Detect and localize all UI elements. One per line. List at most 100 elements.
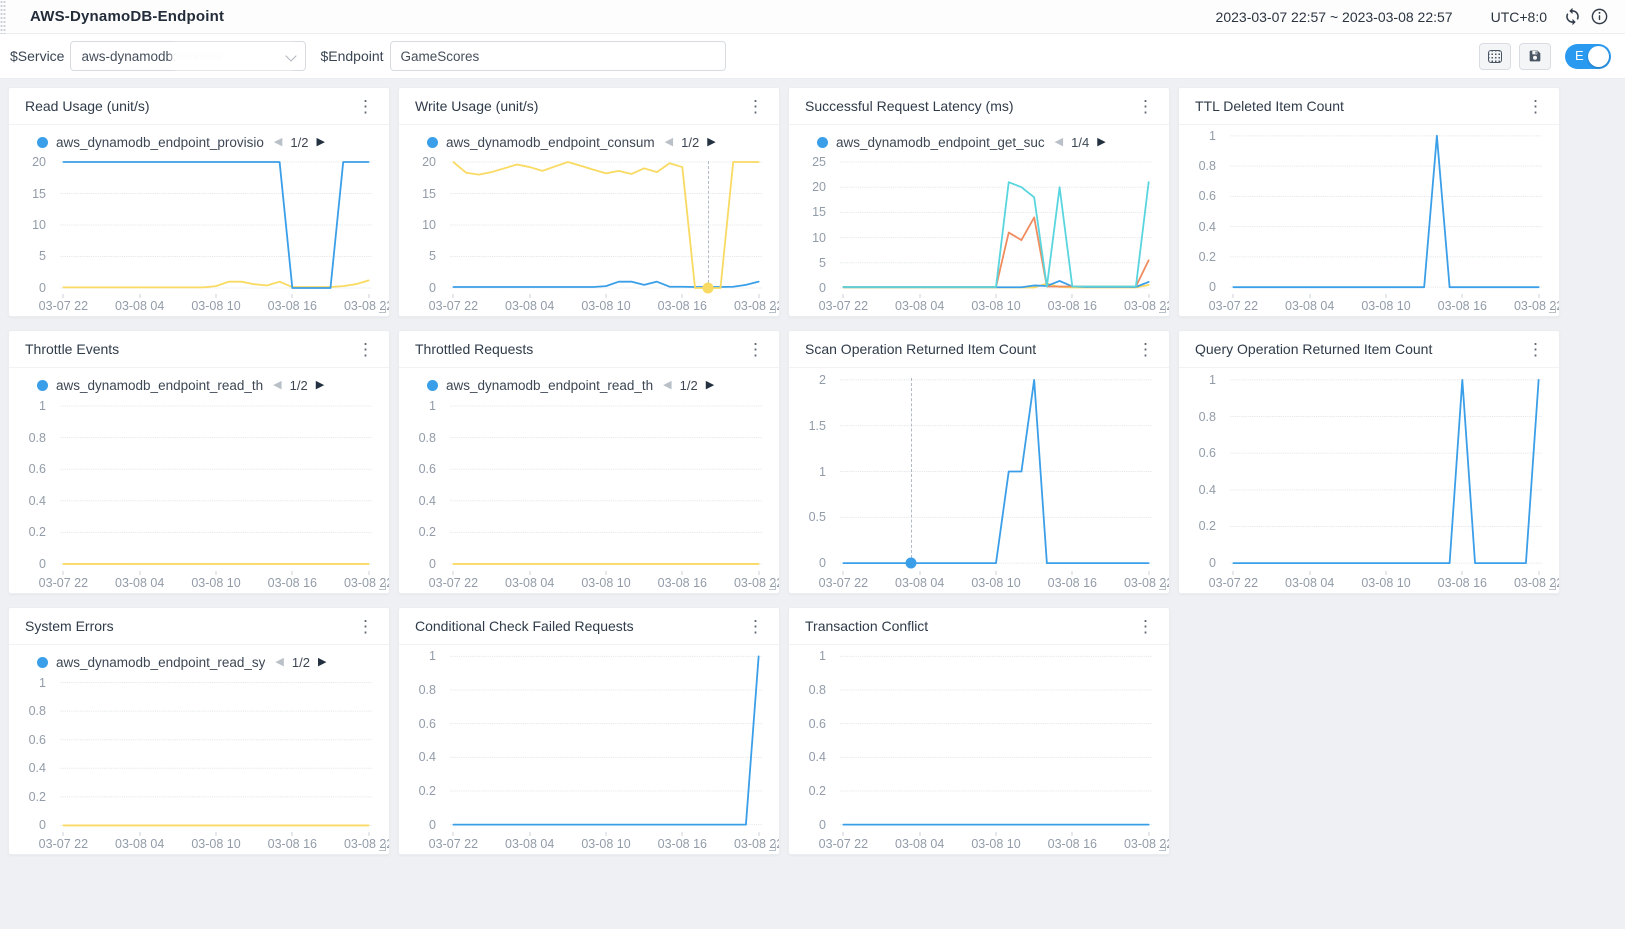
- x-tick-mark: [215, 294, 217, 298]
- chart-plot[interactable]: [1227, 131, 1545, 292]
- y-tick-label: 0: [1209, 280, 1216, 295]
- panel-header: TTL Deleted Item Count ⋮: [1179, 88, 1559, 125]
- legend-next-icon[interactable]: ▶: [316, 136, 325, 148]
- panel-resize-handle[interactable]: [769, 844, 776, 851]
- x-tick-label: 03-08 22: [343, 576, 390, 590]
- chart-plot[interactable]: [57, 158, 375, 292]
- save-button[interactable]: [1519, 42, 1551, 70]
- panel-resize-handle[interactable]: [1159, 583, 1166, 590]
- chart-plot[interactable]: [447, 401, 765, 569]
- chart-plot[interactable]: [837, 374, 1155, 569]
- y-tick-label: 0.6: [1198, 189, 1216, 204]
- x-tick-label: 03-08 22: [1513, 576, 1560, 590]
- edit-mode-toggle[interactable]: E: [1565, 43, 1611, 69]
- y-tick-label: 0.6: [808, 716, 826, 731]
- panel-legend: aws_dynamodb_endpoint_read_th ◀ 1/2 ▶: [17, 372, 379, 399]
- legend-prev-icon[interactable]: ◀: [663, 379, 672, 391]
- marker-dot: [702, 282, 714, 294]
- y-tick-label: 0.8: [808, 683, 826, 698]
- x-tick-label: 03-08 04: [114, 837, 165, 851]
- chart-plot[interactable]: [837, 651, 1155, 830]
- legend-series-label[interactable]: aws_dynamodb_endpoint_consum: [446, 135, 655, 150]
- panel-resize-handle[interactable]: [1549, 306, 1556, 313]
- legend-series-label[interactable]: aws_dynamodb_endpoint_get_suc: [836, 135, 1045, 150]
- legend-next-icon[interactable]: ▶: [705, 379, 715, 391]
- chart-svg: [837, 374, 1155, 569]
- chart-area: 20 15 10 5 0 03-07 22 03-08 04 03-08 10 03-08 1…: [17, 155, 389, 314]
- chart-plot[interactable]: [447, 158, 765, 294]
- legend-color-dot: [37, 657, 48, 668]
- x-tick-mark: [291, 294, 293, 298]
- service-select[interactable]: aws-dynamodb::: [70, 41, 307, 71]
- x-tick-label: 03-07 22: [38, 837, 89, 851]
- x-tick-label: 03-08 04: [1284, 299, 1335, 313]
- kebab-menu-icon[interactable]: ⋮: [1527, 339, 1544, 359]
- kebab-menu-icon[interactable]: ⋮: [747, 339, 764, 359]
- panel-header: Throttled Requests ⋮: [399, 331, 779, 368]
- time-range[interactable]: 2023-03-07 22:57 ~ 2023-03-08 22:57: [1215, 8, 1453, 25]
- hover-marker-line: [707, 160, 709, 288]
- series-line-blue: [453, 656, 758, 824]
- chart-plot[interactable]: [57, 678, 375, 830]
- panel-resize-handle[interactable]: [1549, 583, 1556, 590]
- kebab-menu-icon[interactable]: ⋮: [357, 616, 374, 636]
- panel-resize-handle[interactable]: [769, 583, 776, 590]
- legend-next-icon[interactable]: ▶: [1097, 136, 1106, 148]
- legend-series-label[interactable]: aws_dynamodb_endpoint_provisio: [56, 135, 264, 150]
- panel-scan-returned: Scan Operation Returned Item Count ⋮ 2 1.…: [788, 330, 1170, 594]
- info-button[interactable]: [1588, 5, 1611, 28]
- y-tick-label: 0.2: [1198, 519, 1216, 534]
- kebab-menu-icon[interactable]: ⋮: [357, 96, 374, 116]
- legend-prev-icon[interactable]: ◀: [1054, 136, 1064, 148]
- y-tick-label: 0.4: [1198, 219, 1216, 234]
- kebab-menu-icon[interactable]: ⋮: [747, 616, 764, 636]
- panel-resize-handle[interactable]: [1159, 844, 1166, 851]
- legend-prev-icon[interactable]: ◀: [273, 379, 282, 391]
- panel-resize-handle[interactable]: [379, 306, 386, 313]
- legend-prev-icon[interactable]: ◀: [273, 136, 283, 148]
- kebab-menu-icon[interactable]: ⋮: [1137, 339, 1154, 359]
- x-tick-mark: [1148, 571, 1150, 575]
- panel-header: Query Operation Returned Item Count ⋮: [1179, 331, 1559, 368]
- panel-resize-handle[interactable]: [769, 306, 776, 313]
- grid-view-button[interactable]: [1479, 42, 1511, 70]
- kebab-menu-icon[interactable]: ⋮: [357, 339, 374, 359]
- legend-series-label[interactable]: aws_dynamodb_endpoint_read_th: [56, 378, 264, 393]
- chart-plot[interactable]: [1227, 374, 1545, 569]
- legend-series-label[interactable]: aws_dynamodb_endpoint_read_th: [446, 378, 654, 393]
- y-tick-label: 1: [429, 649, 436, 664]
- sidebar-collapse-handle[interactable]: [0, 0, 6, 34]
- panel-resize-handle[interactable]: [379, 583, 386, 590]
- x-tick-mark: [215, 832, 217, 836]
- panel-resize-handle[interactable]: [379, 844, 386, 851]
- x-tick-label: 03-07 22: [428, 837, 479, 851]
- y-tick-label: 1: [1209, 372, 1216, 387]
- legend-series-label[interactable]: aws_dynamodb_endpoint_read_sy: [56, 655, 266, 670]
- legend-next-icon[interactable]: ▶: [707, 136, 716, 148]
- x-axis-labels: 03-07 22 03-08 04 03-08 10 03-08 16 03-08 22: [819, 832, 1169, 852]
- kebab-menu-icon[interactable]: ⋮: [1137, 616, 1154, 636]
- chart-plot[interactable]: [837, 158, 1155, 292]
- panel-system-errors: System Errors ⋮ aws_dynamodb_endpoint_re…: [8, 607, 390, 855]
- kebab-menu-icon[interactable]: ⋮: [747, 96, 764, 116]
- kebab-menu-icon[interactable]: ⋮: [1527, 96, 1544, 116]
- panel-legend: aws_dynamodb_endpoint_get_suc ◀ 1/4 ▶: [797, 129, 1159, 156]
- legend-prev-icon[interactable]: ◀: [275, 656, 284, 668]
- panel-header: Write Usage (unit/s) ⋮: [399, 88, 779, 125]
- x-tick-label: 03-08 22: [733, 576, 780, 590]
- y-tick-label: 10: [32, 218, 46, 232]
- legend-next-icon[interactable]: ▶: [317, 656, 327, 668]
- x-tick-mark: [452, 832, 454, 836]
- x-tick-mark: [452, 571, 454, 575]
- panel-title: System Errors: [25, 618, 114, 634]
- endpoint-input[interactable]: [389, 41, 726, 71]
- legend-next-icon[interactable]: ▶: [315, 379, 325, 391]
- chart-plot[interactable]: [57, 401, 375, 569]
- panel-resize-handle[interactable]: [1159, 306, 1166, 313]
- chart-plot[interactable]: [447, 651, 765, 830]
- x-tick-label: 03-08 10: [1361, 576, 1411, 590]
- panel-throttle-events: Throttle Events ⋮ aws_dynamodb_endpoint_…: [8, 330, 390, 594]
- kebab-menu-icon[interactable]: ⋮: [1137, 96, 1154, 116]
- refresh-button[interactable]: [1561, 5, 1584, 28]
- legend-prev-icon[interactable]: ◀: [664, 136, 674, 148]
